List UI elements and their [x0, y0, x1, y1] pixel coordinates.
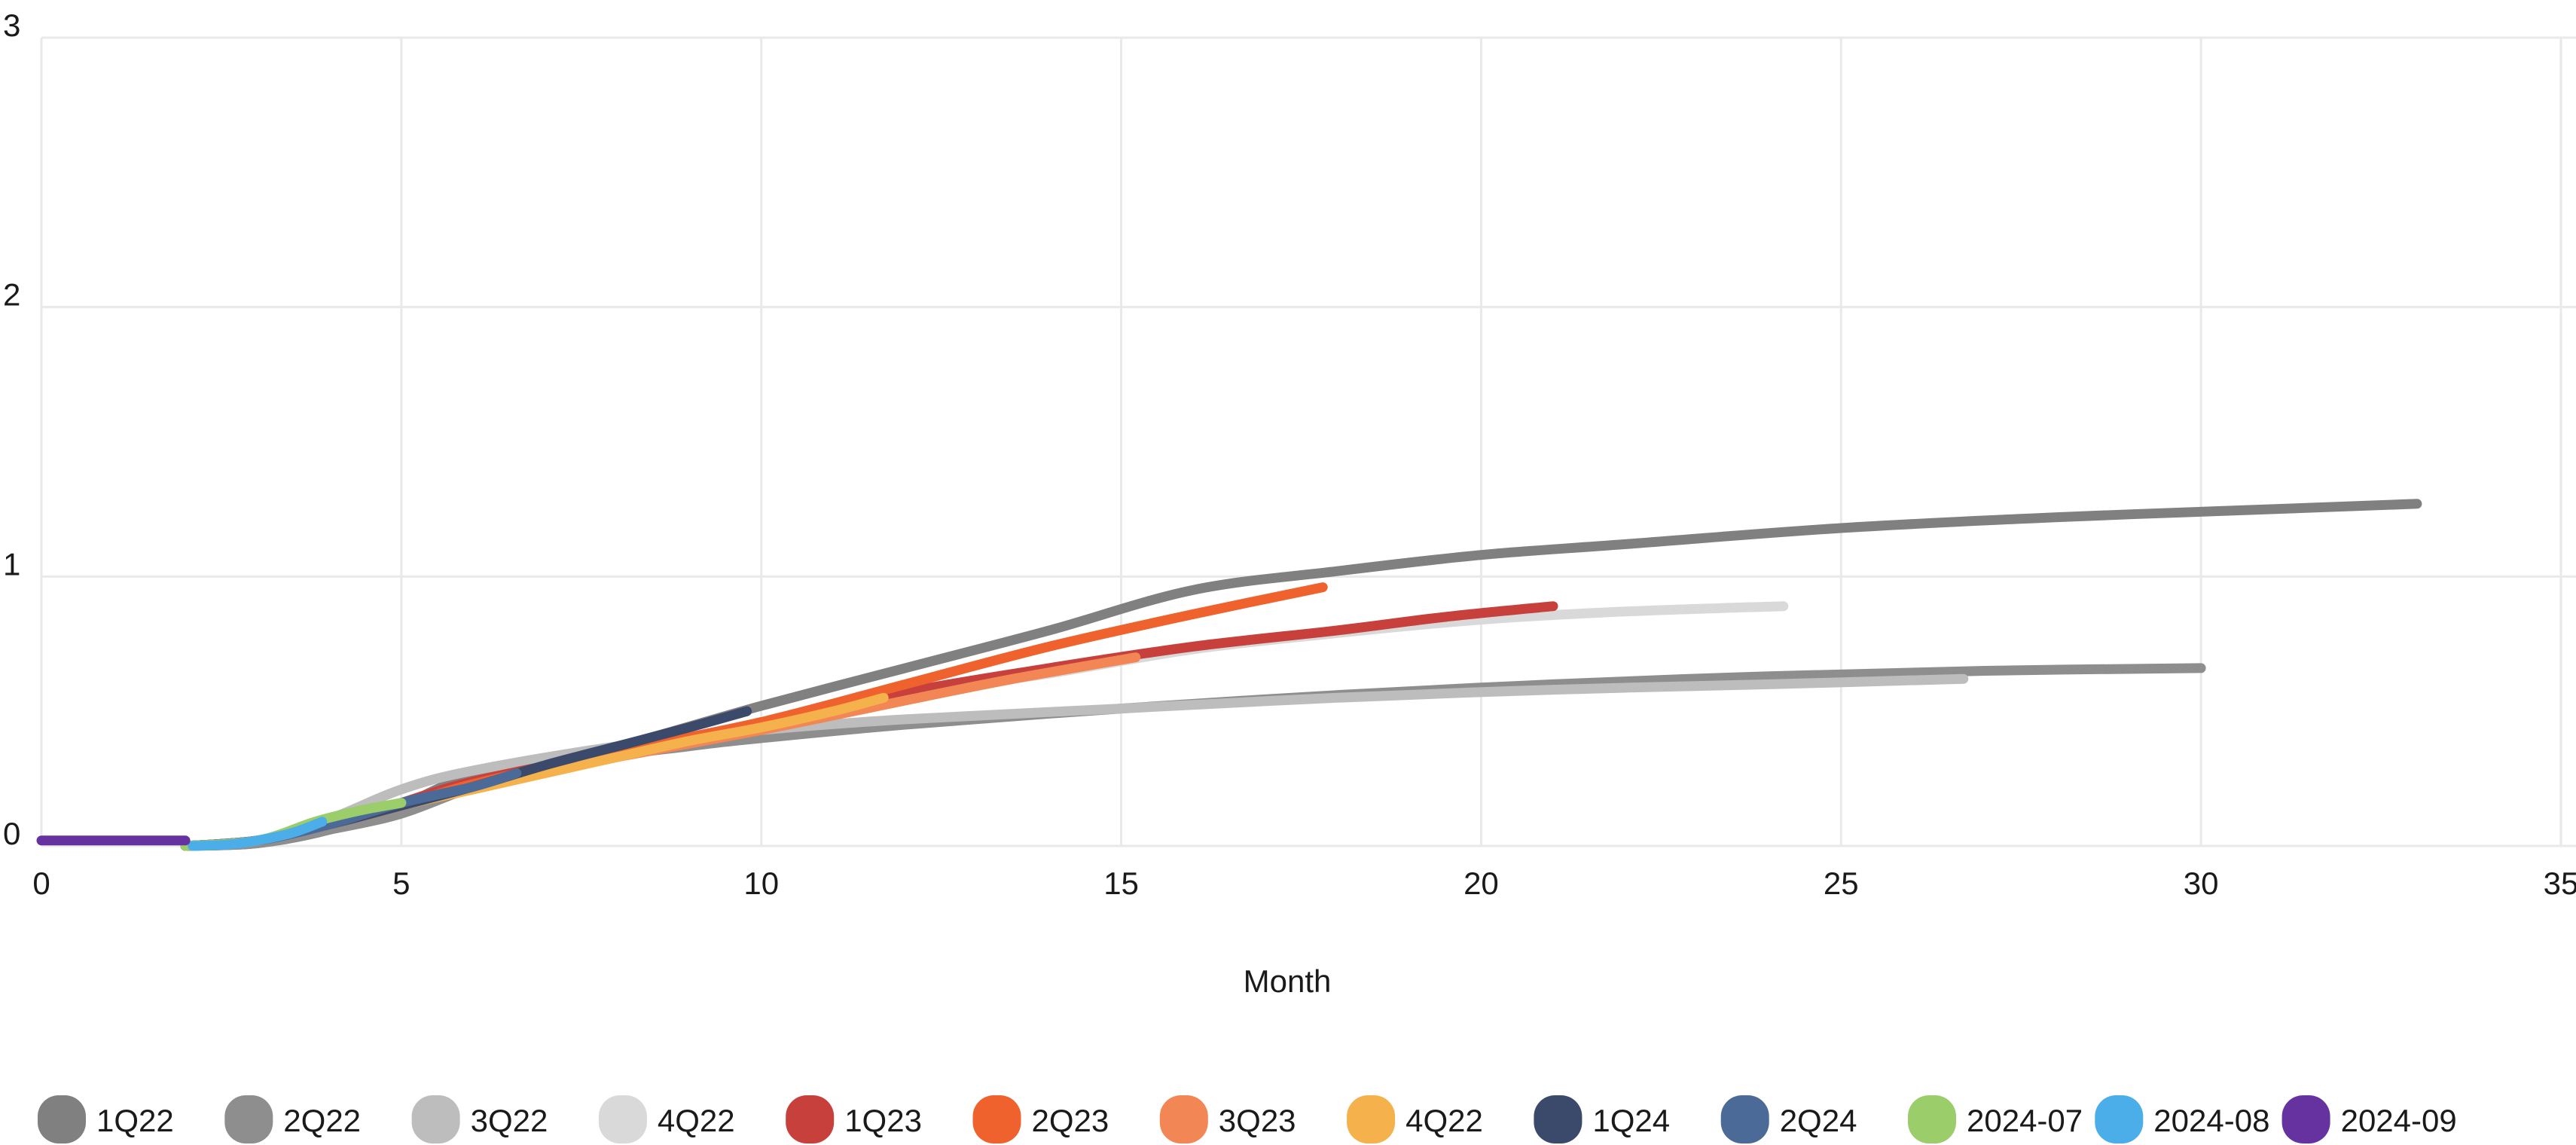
- x-tick-label: 15: [1103, 866, 1139, 901]
- legend-swatch: [598, 1095, 647, 1143]
- y-tick-label: 1: [3, 546, 20, 582]
- legend-swatch: [224, 1095, 273, 1143]
- x-tick-label: 10: [743, 866, 779, 901]
- x-axis-title: Month: [1244, 963, 1332, 999]
- legend-swatch: [411, 1095, 460, 1143]
- legend-item: 2024-07: [1908, 1095, 2083, 1143]
- legend-item: 3Q22: [411, 1095, 548, 1143]
- legend-label: 4Q22: [658, 1103, 735, 1138]
- legend-swatch: [1347, 1095, 1396, 1143]
- y-tick-label: 3: [3, 8, 20, 43]
- x-tick-label: 0: [32, 866, 50, 901]
- legend-label: 3Q23: [1219, 1103, 1296, 1138]
- legend-item: 1Q23: [786, 1095, 922, 1143]
- legend-item: 2024-08: [2095, 1095, 2269, 1143]
- x-tick-label: 5: [392, 866, 410, 901]
- series-line-3q22: [180, 673, 1969, 851]
- legend-swatch: [1908, 1095, 1956, 1143]
- y-axis-ticks: 0 1 2 3: [3, 8, 20, 851]
- legend-item: 4Q22: [598, 1095, 735, 1143]
- legend-swatch: [38, 1095, 86, 1143]
- legend-label: 2Q23: [1032, 1103, 1109, 1138]
- legend-swatch: [786, 1095, 835, 1143]
- x-axis-ticks: 0 5 10 15 20 25 30 35: [32, 866, 2576, 901]
- series-line-2q22: [180, 663, 2206, 851]
- legend-swatch: [972, 1095, 1021, 1143]
- legend-item: 3Q23: [1159, 1095, 1296, 1143]
- legend-label: 2024-07: [1967, 1103, 2083, 1138]
- legend-swatch: [2095, 1095, 2144, 1143]
- legend-item: 2Q22: [224, 1095, 361, 1143]
- legend: 1Q22 2Q22 3Q22 4Q22 1Q23 2Q23 3Q23 4Q22 1Q24 2Q24…: [38, 1095, 2457, 1143]
- legend-item: 1Q22: [38, 1095, 174, 1143]
- x-tick-label: 35: [2544, 866, 2576, 901]
- series-line-1q22: [180, 499, 2422, 851]
- legend-label: 1Q24: [1592, 1103, 1670, 1138]
- legend-label: 1Q22: [96, 1103, 174, 1138]
- legend-item: 2024-09: [2281, 1095, 2457, 1143]
- y-tick-label: 2: [3, 277, 20, 313]
- legend-label: 2Q24: [1780, 1103, 1857, 1138]
- x-tick-label: 30: [2184, 866, 2219, 901]
- legend-swatch: [1534, 1095, 1583, 1143]
- x-tick-label: 20: [1463, 866, 1499, 901]
- legend-label: 1Q23: [844, 1103, 922, 1138]
- legend-label: 2024-08: [2153, 1103, 2269, 1138]
- legend-item: 4Q22: [1347, 1095, 1483, 1143]
- series-line-2024-08: [188, 817, 328, 851]
- series-lines: [36, 499, 2422, 851]
- legend-label: 3Q22: [471, 1103, 548, 1138]
- gridlines: [40, 36, 2576, 847]
- legend-swatch: [2281, 1095, 2330, 1143]
- x-tick-label: 25: [1824, 866, 1859, 901]
- legend-swatch: [1159, 1095, 1208, 1143]
- legend-label: 2Q22: [283, 1103, 361, 1138]
- legend-label: 4Q22: [1406, 1103, 1483, 1138]
- legend-item: 1Q24: [1534, 1095, 1670, 1143]
- legend-item: 2Q23: [972, 1095, 1109, 1143]
- y-tick-label: 0: [3, 816, 20, 851]
- legend-label: 2024-09: [2341, 1103, 2457, 1138]
- legend-swatch: [1720, 1095, 1769, 1143]
- legend-item: 2Q24: [1720, 1095, 1857, 1143]
